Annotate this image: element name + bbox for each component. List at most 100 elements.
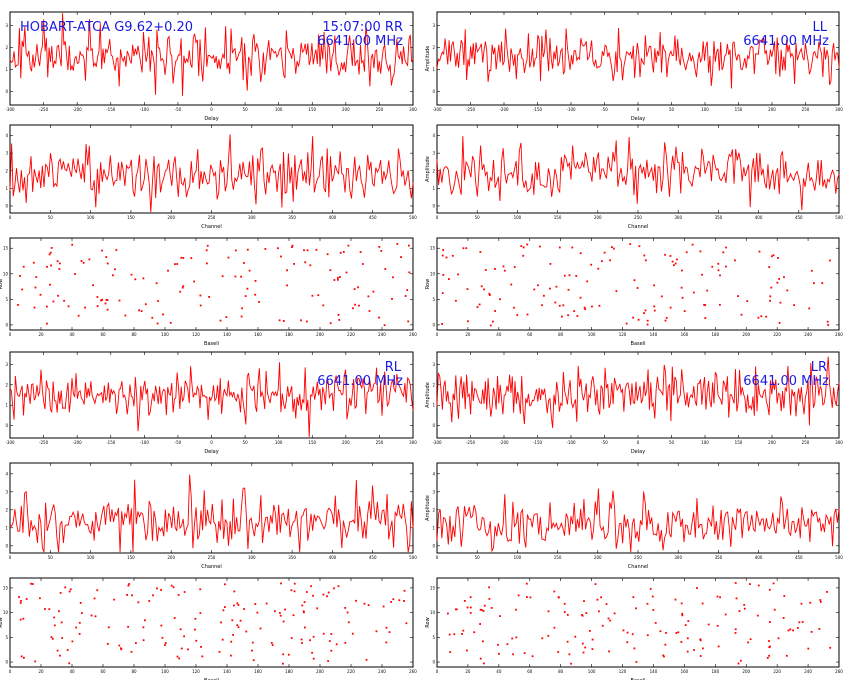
x-tick-label: 50 xyxy=(475,215,481,220)
amplitude-trace xyxy=(436,356,840,428)
data-point xyxy=(488,598,491,600)
y-tick-label: 1 xyxy=(5,403,8,408)
data-point xyxy=(53,624,56,627)
data-point xyxy=(704,317,707,319)
data-point xyxy=(633,647,636,650)
data-point xyxy=(59,654,61,657)
data-point xyxy=(483,288,485,291)
data-point xyxy=(649,588,652,590)
data-point xyxy=(749,583,751,585)
data-point xyxy=(135,642,137,644)
data-point xyxy=(609,259,611,262)
x-tick-label: 250 xyxy=(802,107,810,112)
data-point xyxy=(407,320,410,323)
data-point xyxy=(600,596,602,599)
x-tick-label: 0 xyxy=(210,107,213,112)
data-point xyxy=(114,268,116,271)
y-tick-label: 0 xyxy=(5,322,8,327)
data-point xyxy=(671,260,674,263)
data-point xyxy=(675,632,678,634)
data-point xyxy=(254,293,257,296)
data-point xyxy=(312,594,314,597)
data-point xyxy=(469,606,472,609)
data-point xyxy=(327,591,330,594)
data-point xyxy=(252,659,255,662)
data-point xyxy=(457,273,459,276)
data-point xyxy=(71,640,74,643)
x-tick-label: 150 xyxy=(554,555,562,560)
data-point xyxy=(34,660,37,663)
data-point xyxy=(554,301,557,304)
data-point xyxy=(680,286,683,289)
x-tick-label: 160 xyxy=(681,332,689,337)
x-tick-label: 500 xyxy=(409,555,417,560)
data-point xyxy=(162,313,164,316)
x-tick-label: 100 xyxy=(701,107,709,112)
x-tick-label: 260 xyxy=(835,332,843,337)
data-point xyxy=(201,655,204,658)
data-point xyxy=(769,295,772,298)
data-point xyxy=(174,263,176,265)
data-point xyxy=(674,598,677,601)
data-point xyxy=(466,288,469,290)
x-tick-label: 100 xyxy=(275,440,283,445)
data-point xyxy=(737,295,739,297)
data-point xyxy=(306,320,308,323)
x-tick-label: 250 xyxy=(634,555,642,560)
x-tick-label: 200 xyxy=(342,440,350,445)
data-point xyxy=(681,269,683,272)
x-tick-label: 140 xyxy=(650,669,658,674)
data-point xyxy=(717,262,720,265)
data-point xyxy=(233,604,235,607)
x-tick-label: 20 xyxy=(38,332,44,337)
data-point xyxy=(256,611,259,614)
data-point xyxy=(734,259,736,262)
x-axis-label: Delay xyxy=(204,116,218,122)
data-point xyxy=(88,258,91,261)
data-point xyxy=(479,608,482,611)
data-point xyxy=(792,629,794,632)
data-point xyxy=(169,321,172,324)
data-point xyxy=(541,637,544,640)
data-point xyxy=(94,615,97,618)
data-point xyxy=(568,274,571,277)
data-point xyxy=(515,608,517,611)
data-point xyxy=(205,249,208,252)
data-point xyxy=(499,615,501,617)
data-point xyxy=(339,251,342,254)
y-tick-label: 0 xyxy=(432,203,435,208)
data-point xyxy=(441,292,444,294)
x-tick-label: 100 xyxy=(275,107,283,112)
data-point xyxy=(337,276,339,279)
x-tick-label: -100 xyxy=(140,440,150,445)
data-point xyxy=(442,249,445,251)
amplitude-trace xyxy=(9,362,414,437)
data-point xyxy=(813,282,815,284)
x-tick-label: 220 xyxy=(347,669,355,674)
data-point xyxy=(613,612,616,615)
data-point xyxy=(652,609,655,611)
data-point xyxy=(392,598,395,601)
data-point xyxy=(53,616,56,619)
data-point xyxy=(574,635,577,638)
data-point xyxy=(735,597,738,600)
x-tick-label: 200 xyxy=(768,440,776,445)
data-point xyxy=(301,642,303,644)
data-point xyxy=(583,600,585,602)
x-tick-label: 60 xyxy=(527,332,533,337)
data-point xyxy=(206,244,209,247)
x-tick-label: 100 xyxy=(701,440,709,445)
x-tick-label: 500 xyxy=(409,215,417,220)
data-point xyxy=(659,630,662,633)
data-point xyxy=(400,256,402,258)
data-point xyxy=(22,265,25,268)
data-point xyxy=(177,594,180,596)
data-point xyxy=(353,288,356,290)
data-point xyxy=(23,656,25,659)
data-point xyxy=(104,302,107,305)
y-axis-label: Row xyxy=(0,617,4,627)
data-point xyxy=(772,582,775,585)
data-point xyxy=(330,633,333,635)
data-point xyxy=(182,257,185,259)
y-tick-label: 0 xyxy=(5,423,8,428)
